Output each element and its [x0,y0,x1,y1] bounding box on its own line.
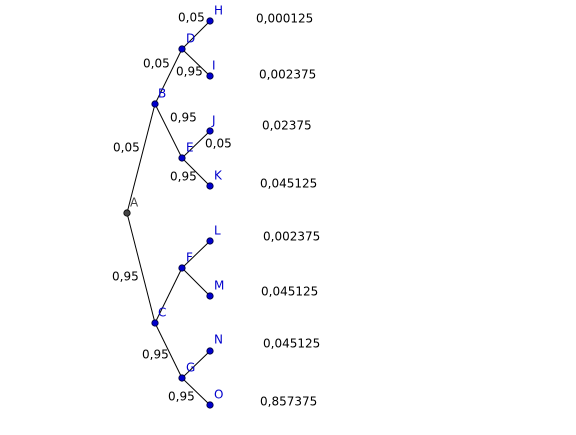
edge [154,322,183,379]
result: 0,045125 [263,337,320,351]
node-label: F [186,251,193,265]
result: 0,045125 [260,177,317,191]
node-label: K [214,169,223,183]
edge [181,130,211,159]
node-label: A [130,196,139,210]
point [206,237,214,245]
edge-label: 0,95 [170,111,197,125]
result: 0,002375 [259,68,316,82]
results: 0,000125 0,002375 0,02375 0,045125 0,002… [256,12,320,409]
node-label: B [158,87,166,101]
node-label: D [186,32,195,46]
node-label: G [186,361,195,375]
point [151,100,159,108]
point [206,347,214,355]
point [178,374,186,382]
result: 0,857375 [260,395,317,409]
point [151,319,159,327]
node-label: E [186,141,194,155]
edge-label: 0,95 [142,348,169,362]
node-label: I [212,59,216,73]
point [206,401,214,409]
edge-label: 0,05 [113,141,140,155]
edge-label: 0,05 [178,11,205,25]
result: 0,000125 [256,12,313,26]
edge-label: 0,95 [112,270,139,284]
result: 0,002375 [263,230,320,244]
edge [126,103,156,214]
edge-label: 0,95 [168,390,195,404]
point [206,72,214,80]
edge [181,377,211,406]
points [123,17,214,409]
node-label: J [211,114,216,128]
edge [154,48,183,105]
point [206,292,214,300]
point [178,264,186,272]
node-label: N [214,333,223,347]
edge [181,20,211,50]
point [123,209,131,217]
node-label: H [214,4,223,18]
edge [154,103,183,159]
point [178,154,186,162]
node-labels: A B C D E F G H I J K L M N O [130,4,224,402]
point [178,45,186,53]
result: 0,02375 [262,119,312,133]
edge [154,267,183,324]
edge [181,240,211,269]
edge-label: 0,05 [205,137,232,151]
node-label: O [214,388,223,402]
edge [181,267,211,297]
edge-label: 0,95 [176,65,203,79]
node-label: M [214,279,224,293]
point [206,182,214,190]
edge [181,157,211,187]
edge-label: 0,05 [143,57,170,71]
edges [126,20,211,406]
result: 0,045125 [261,285,318,299]
point [206,17,214,25]
edge [181,350,211,379]
node-label: L [214,224,221,238]
point [206,127,214,135]
edge-labels: 0,05 0,95 0,05 0,95 0,05 0,95 0,05 0,95 … [112,11,232,404]
edge [126,212,156,324]
edge-label: 0,95 [170,170,197,184]
edge [181,48,211,77]
node-label: C [158,306,166,320]
